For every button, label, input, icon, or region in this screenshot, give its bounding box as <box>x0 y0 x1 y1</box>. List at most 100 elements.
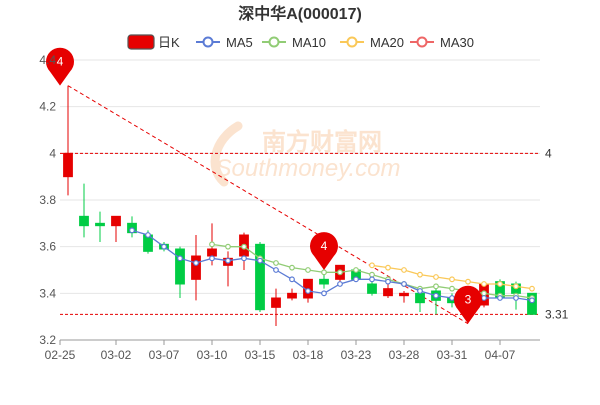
y-tick-label: 4 <box>49 146 56 160</box>
ma10-point <box>241 243 247 250</box>
reference-lines: 43.31 <box>60 146 569 321</box>
ma5-point <box>369 276 375 283</box>
candle-body <box>271 297 281 308</box>
ma20-point <box>529 285 535 292</box>
legend[interactable]: 日K MA5 MA10 MA20 MA30 <box>127 34 474 50</box>
ma5-point <box>417 288 423 294</box>
ma5-point <box>161 243 167 250</box>
candle-body <box>63 152 73 178</box>
reference-line-label: 4 <box>545 146 552 160</box>
legend-ma5-label: MA5 <box>226 35 253 50</box>
marker-pin-label: 3 <box>465 293 472 307</box>
ma5-point <box>529 297 535 304</box>
candle-body <box>207 248 217 257</box>
ma20-point <box>433 274 439 280</box>
candle[interactable] <box>399 291 409 303</box>
ma5-point <box>385 278 391 285</box>
y-tick-label: 4.2 <box>39 100 56 114</box>
ma5-point <box>273 267 279 273</box>
candle[interactable] <box>95 211 105 242</box>
candle-body <box>111 215 121 227</box>
candle[interactable] <box>175 246 185 298</box>
ma5-point <box>481 295 487 301</box>
ma20-point <box>449 276 455 283</box>
candle[interactable] <box>319 274 329 289</box>
x-tick-label: 03-10 <box>197 348 228 362</box>
marker-pin-label: 4 <box>57 55 64 69</box>
ma10-point <box>273 260 279 266</box>
marker-pin-label: 4 <box>321 239 328 253</box>
ma5-point <box>337 281 343 287</box>
axes: 3.2 3.4 3.6 3.8 4 4.2 4.4 02-25 03-02 03-07 03-10 0… <box>39 53 540 362</box>
candle-body <box>399 292 409 297</box>
ma5-point <box>209 255 215 262</box>
legend-ma10-marker <box>268 36 280 48</box>
legend-ma30-label: MA30 <box>440 35 474 50</box>
candle[interactable] <box>255 242 265 312</box>
markers[interactable]: 4 4 3 <box>45 47 482 324</box>
ma5-point <box>401 281 407 287</box>
marker-pin[interactable]: 4 <box>45 47 74 86</box>
ma20-point <box>497 281 503 287</box>
x-tick-label: 03-02 <box>101 348 132 362</box>
y-tick-label: 3.8 <box>39 193 56 207</box>
marker-pin-shape <box>45 47 74 86</box>
ma10-point <box>433 283 439 290</box>
ma10-point <box>449 285 455 292</box>
ma5-point <box>449 295 455 301</box>
legend-ma30-marker <box>416 36 428 48</box>
ma5-point <box>433 292 439 299</box>
x-tick-label: 04-07 <box>485 348 516 362</box>
ma10-point <box>289 264 295 271</box>
ma5-point <box>257 257 263 264</box>
ma10-point <box>337 269 343 276</box>
marker-pin[interactable]: 4 <box>309 232 339 270</box>
legend-kline-icon <box>127 34 155 50</box>
candle-body <box>319 278 329 285</box>
ma5-point <box>193 260 199 266</box>
legend-ma10-label: MA10 <box>292 35 326 50</box>
x-tick-label: 03-23 <box>341 348 372 362</box>
candle[interactable] <box>271 288 281 326</box>
ma10-point <box>225 243 231 250</box>
ma20-point <box>417 271 423 278</box>
ma5-point <box>241 255 247 262</box>
y-tick-label: 3.2 <box>39 333 56 347</box>
ma5-point <box>305 288 311 294</box>
candle[interactable] <box>79 183 89 238</box>
x-tick-label: 02-25 <box>45 348 76 362</box>
ma20-point <box>513 283 519 290</box>
legend-ma20-label: MA20 <box>370 35 404 50</box>
candle-body <box>95 222 105 227</box>
ma10-point <box>305 267 311 273</box>
ma20-point <box>401 267 407 273</box>
ma5-point <box>289 276 295 283</box>
ma5-point <box>145 232 151 238</box>
candle-body <box>383 288 393 297</box>
candle[interactable] <box>383 284 393 298</box>
x-tick-label: 03-15 <box>245 348 276 362</box>
ma5-point <box>353 276 359 283</box>
candle[interactable] <box>287 288 297 301</box>
legend-ma20-marker <box>346 36 358 48</box>
y-tick-label: 3.6 <box>39 240 56 254</box>
x-tick-label: 03-07 <box>149 348 180 362</box>
candle-body <box>79 215 89 227</box>
chart-title: 深中华A(000017) <box>238 4 362 23</box>
candle-body <box>415 292 425 304</box>
y-tick-label: 3.4 <box>39 286 56 300</box>
ma5-point <box>513 295 519 301</box>
ma20-point <box>465 278 471 285</box>
candle-body <box>191 255 201 280</box>
legend-ma5-marker <box>202 36 214 48</box>
candle[interactable] <box>191 235 201 301</box>
x-tick-label: 03-31 <box>437 348 468 362</box>
candle[interactable] <box>63 85 73 196</box>
legend-kline-label: 日K <box>158 35 180 50</box>
ma5-point <box>225 257 231 264</box>
marker-pin[interactable]: 3 <box>454 285 482 324</box>
candle[interactable] <box>111 215 121 242</box>
